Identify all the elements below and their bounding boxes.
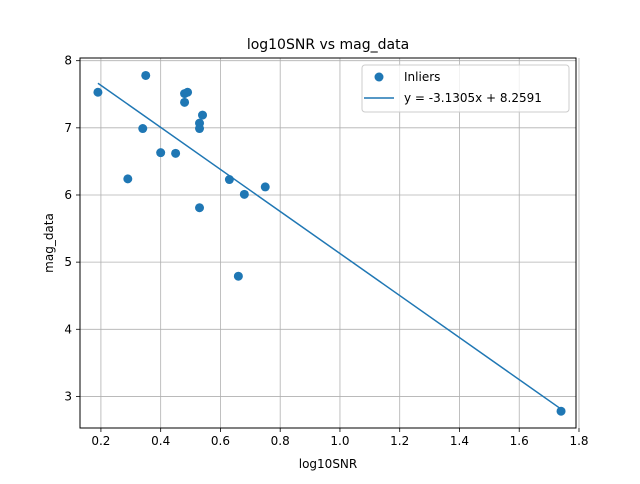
plot-data [93,70,566,416]
data-point [171,148,181,158]
x-tick-label: 1.8 [569,434,588,448]
data-point [260,182,270,192]
data-point [239,189,249,199]
legend-label-fit-line: y = -3.1305x + 8.2591 [404,91,542,105]
chart-title: log10SNR vs mag_data [247,37,409,53]
legend-scatter-marker [374,72,384,82]
data-point [123,174,133,184]
data-point [183,87,193,97]
x-tick-label: 0.8 [271,434,290,448]
data-point [198,110,208,120]
data-point [195,124,205,134]
fit-line [97,82,562,410]
data-point [141,70,151,80]
data-point [156,148,166,158]
legend-box [361,64,570,113]
legend-label-inliers: Inliers [404,70,440,84]
x-tick-label: 0.4 [151,434,170,448]
legend: Inliers y = -3.1305x + 8.2591 [361,64,570,113]
data-point [556,406,566,416]
plot-frame [79,57,577,429]
y-tick-label: 4 [64,322,72,336]
y-tick-label: 3 [64,389,72,403]
data-point [195,203,205,213]
x-tick-label: 1.6 [510,434,529,448]
data-point [180,97,190,107]
x-axis-label: log10SNR [299,457,358,471]
y-tick-label: 7 [64,121,72,135]
data-point [138,124,148,134]
x-tick-label: 1.2 [390,434,409,448]
data-point [93,87,103,97]
y-tick-label: 8 [64,54,72,68]
y-axis-label: mag_data [42,213,56,273]
y-tick-label: 5 [64,255,72,269]
x-tick-label: 1.0 [330,434,349,448]
x-tick-label: 0.6 [211,434,230,448]
grid [80,58,580,428]
axis-ticks: 0.2 0.4 0.6 0.8 1.0 1.2 1.4 1.6 1.8 3 4 5 6 7 8 [64,54,588,448]
y-tick-label: 6 [64,188,72,202]
x-tick-label: 1.4 [450,434,469,448]
x-tick-label: 0.2 [91,434,110,448]
data-point [233,271,243,281]
